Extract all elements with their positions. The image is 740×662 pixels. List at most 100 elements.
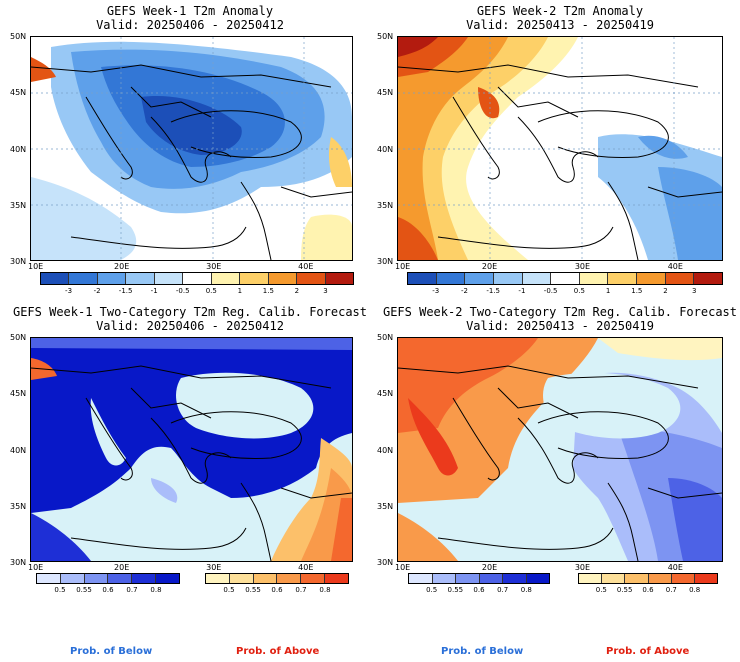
lon-label-map3-3: 40E: [298, 563, 314, 572]
anom1-label-0: -3: [65, 287, 73, 295]
above2-swatch-2: [625, 574, 649, 583]
anom1-swatch-6: [211, 273, 241, 284]
lat-label-map1-2: 40N: [10, 144, 27, 154]
below1-swatch-0: [37, 574, 61, 583]
lon-label-map3-1: 20E: [114, 563, 130, 572]
anom2-label-1: -2: [460, 287, 468, 295]
anom1-label-3: -1: [150, 287, 158, 295]
anom2-swatch-4: [522, 273, 552, 284]
below2-label-4: 0.8: [520, 586, 532, 594]
anom2-swatch-5: [551, 273, 580, 284]
anom2-label-5: 0.5: [573, 287, 585, 295]
below1-swatch-5: [156, 574, 179, 583]
prob-above-label-1: Prob. of Above: [236, 646, 320, 657]
lon-label-map2-3: 40E: [667, 262, 683, 271]
anom1-label-2: -1.5: [118, 287, 133, 295]
lat-label-map4-3: 35N: [377, 501, 394, 511]
lat-label-map1-3: 35N: [10, 200, 27, 210]
lat-label-map3-3: 35N: [10, 501, 27, 511]
above2-swatch-4: [671, 574, 695, 583]
above2-label-3: 0.7: [665, 586, 677, 594]
below1-label-2: 0.6: [102, 586, 114, 594]
anom2-swatch-9: [665, 273, 695, 284]
above1-swatch-4: [301, 574, 326, 583]
lat-label-map3-1: 45N: [10, 389, 27, 399]
anom2-label-0: -3: [432, 287, 440, 295]
lon-label-map2-2: 30E: [574, 262, 591, 271]
anom1-label-6: 1: [237, 287, 243, 295]
anom1-label-7: 1.5: [262, 287, 274, 295]
lon-label-map4-3: 40E: [667, 563, 683, 572]
map-week1-twocategory: [30, 337, 353, 562]
map-week2-twocategory: [397, 337, 723, 562]
panel4-title-text: GEFS Week-2 Two-Category T2m Reg. Calib.…: [382, 305, 737, 319]
lat-label-map4-1: 45N: [377, 389, 394, 399]
lon-label-map1-3: 40E: [298, 262, 314, 271]
anom1-label-1: -2: [93, 287, 101, 295]
lat-label-map1-1: 45N: [10, 88, 27, 98]
below-colorbar-week2: [408, 573, 550, 584]
panel3-title: GEFS Week-1 Two-Category T2m Reg. Calib.…: [10, 305, 370, 333]
below1-swatch-1: [60, 574, 85, 583]
below1-label-0: 0.5: [54, 586, 66, 594]
anom1-label-5: 0.5: [205, 287, 217, 295]
above2-label-0: 0.5: [595, 586, 607, 594]
above1-label-1: 0.55: [245, 586, 261, 594]
lon-label-map1-2: 30E: [206, 262, 222, 271]
map-week1-anomaly: [30, 36, 353, 261]
anom2-swatch-1: [436, 273, 466, 284]
anom2-swatch-7: [608, 273, 638, 284]
above-colorbar-week2: [578, 573, 718, 584]
panel2-title: GEFS Week-2 T2m Anomaly Valid: 20250413 …: [395, 4, 725, 32]
anom1-swatch-5: [183, 273, 212, 284]
below2-swatch-0: [409, 574, 433, 583]
below2-swatch-1: [432, 574, 456, 583]
prob-below-label-1: Prob. of Below: [70, 646, 153, 657]
map-week2-anomaly: [397, 36, 723, 261]
lon-label-map4-2: 30E: [574, 563, 591, 572]
above1-swatch-2: [253, 574, 278, 583]
lon-label-map1-1: 20E: [114, 262, 130, 271]
below2-swatch-5: [526, 574, 549, 583]
anom2-label-6: 1: [605, 287, 611, 295]
anom2-swatch-8: [637, 273, 666, 284]
above2-swatch-0: [579, 574, 603, 583]
anom1-swatch-2: [97, 273, 127, 284]
above1-swatch-0: [206, 574, 230, 583]
below2-label-1: 0.55: [447, 586, 464, 594]
lon-label-map3-2: 30E: [206, 563, 222, 572]
below2-swatch-2: [456, 574, 480, 583]
above1-label-2: 0.6: [271, 586, 283, 594]
panel4-title: GEFS Week-2 Two-Category T2m Reg. Calib.…: [382, 305, 738, 333]
panel1-valid: Valid: 20250406 - 20250412: [96, 18, 284, 32]
lat-label-map2-0: 50N: [377, 32, 394, 41]
panel4-valid: Valid: 20250413 - 20250419: [466, 319, 654, 333]
above1-label-3: 0.7: [295, 586, 307, 594]
lat-label-map4-2: 40N: [377, 445, 394, 455]
lon-label-map4-1: 20E: [481, 563, 498, 572]
lat-label-map1-4: 30N: [10, 257, 27, 266]
below2-label-2: 0.6: [473, 586, 485, 594]
anom2-label-4: -0.5: [543, 287, 558, 295]
anom1-swatch-7: [240, 273, 269, 284]
anom2-label-3: -1: [518, 287, 526, 295]
prob-below-label-2: Prob. of Below: [441, 646, 524, 657]
above2-swatch-1: [602, 574, 626, 583]
lat-label-map1-0: 50N: [10, 32, 27, 41]
anom1-label-8: 2: [294, 287, 300, 295]
panel2-valid: Valid: 20250413 - 20250419: [466, 18, 654, 32]
anom2-label-8: 2: [663, 287, 668, 295]
above1-swatch-1: [229, 574, 254, 583]
anom2-label-9: 3: [692, 287, 697, 295]
prob-above-label-2: Prob. of Above: [606, 646, 690, 657]
below1-label-3: 0.7: [126, 586, 138, 594]
anom1-swatch-9: [297, 273, 326, 284]
anom2-swatch-2: [465, 273, 494, 284]
below-colorbar-week1: [36, 573, 180, 584]
lat-label-map2-4: 30N: [377, 257, 394, 266]
panel3-title-text: GEFS Week-1 Two-Category T2m Reg. Calib.…: [12, 305, 367, 319]
lon-label-map3-0: 10E: [28, 563, 44, 572]
lat-label-map3-0: 50N: [10, 333, 27, 342]
above2-swatch-3: [648, 574, 672, 583]
anomaly-colorbar-week1: [40, 272, 354, 285]
